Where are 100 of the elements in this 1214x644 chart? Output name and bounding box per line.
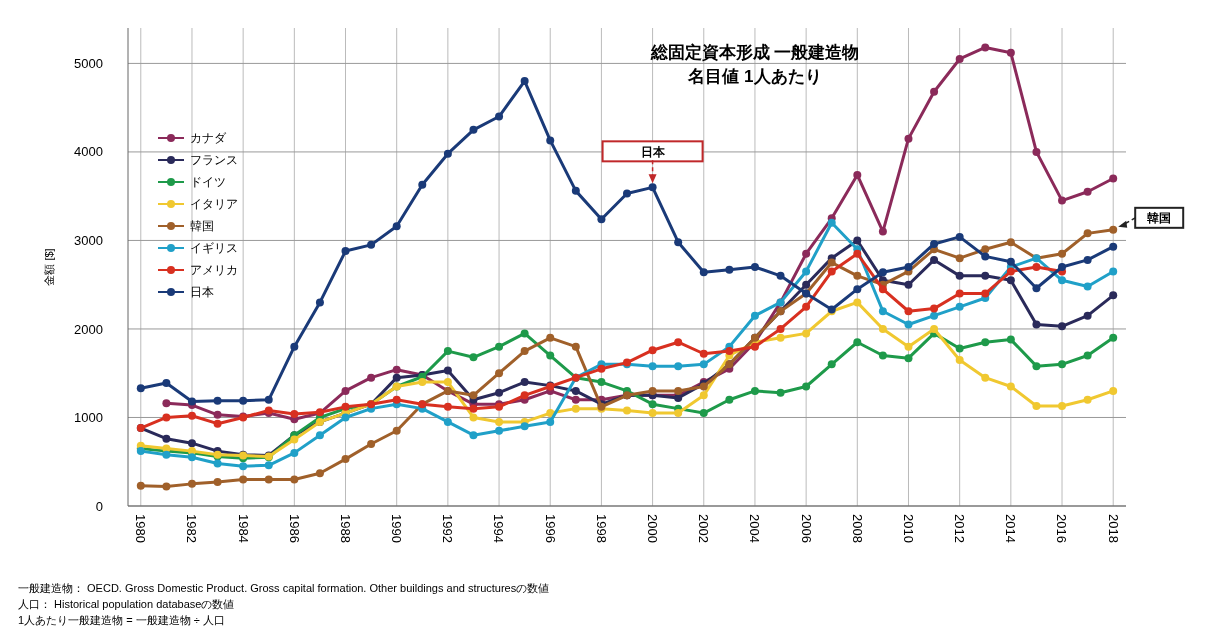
legend-label: ドイツ xyxy=(190,175,226,190)
point xyxy=(1109,333,1118,342)
y-tick-label: 0 xyxy=(95,498,103,514)
point xyxy=(853,236,862,245)
point xyxy=(725,347,734,356)
point xyxy=(699,268,708,277)
x-tick-label: 2006 xyxy=(798,514,814,543)
point xyxy=(802,382,811,391)
point xyxy=(674,238,683,247)
legend-label: イタリア xyxy=(190,197,238,212)
point xyxy=(341,386,350,395)
x-tick-label: 2008 xyxy=(849,514,865,543)
point xyxy=(520,329,529,338)
point xyxy=(1083,351,1092,360)
point xyxy=(1006,257,1015,266)
point xyxy=(648,386,657,395)
point xyxy=(315,298,324,307)
point xyxy=(674,409,683,418)
point xyxy=(546,351,555,360)
point xyxy=(1083,187,1092,196)
point xyxy=(520,77,529,86)
point xyxy=(1109,242,1118,251)
point xyxy=(802,329,811,338)
point xyxy=(750,342,759,351)
point xyxy=(443,366,452,375)
point xyxy=(878,307,887,316)
point xyxy=(1058,263,1067,271)
x-tick-label: 2016 xyxy=(1054,514,1070,543)
point xyxy=(290,409,299,418)
x-tick-label: 1982 xyxy=(184,514,200,543)
text: 名目値 1人あたり xyxy=(687,67,822,86)
point xyxy=(290,475,299,484)
point xyxy=(162,434,171,443)
point xyxy=(341,455,350,464)
point xyxy=(1083,255,1092,264)
point xyxy=(520,347,529,356)
point xyxy=(187,397,196,406)
point xyxy=(162,399,171,408)
text: 1人あたり一般建造物 = 一般建造物 ÷ 人口 xyxy=(18,614,225,626)
x-tick-label: 1994 xyxy=(491,514,507,543)
x-tick-label: 1980 xyxy=(133,514,149,543)
point xyxy=(853,338,862,347)
point xyxy=(239,462,248,471)
point xyxy=(776,324,785,333)
point xyxy=(623,406,631,415)
point xyxy=(1058,360,1067,369)
point xyxy=(546,409,555,418)
point xyxy=(674,362,683,371)
point xyxy=(136,481,145,490)
x-tick-label: 1988 xyxy=(337,514,353,543)
point xyxy=(1083,395,1092,404)
point xyxy=(290,435,299,444)
point xyxy=(1032,320,1041,329)
point xyxy=(699,409,708,418)
point xyxy=(469,125,478,134)
point xyxy=(136,384,145,393)
point xyxy=(520,422,529,431)
annotation: 韓国 xyxy=(1147,211,1172,226)
point xyxy=(955,289,964,298)
legend-label: カナダ xyxy=(190,131,227,146)
text: 総固定資本形成 一般建造物 xyxy=(649,43,860,62)
x-tick-label: 1984 xyxy=(235,514,251,543)
point xyxy=(827,267,836,276)
point xyxy=(981,245,990,254)
y-tick-label: 3000 xyxy=(74,232,103,248)
point xyxy=(187,439,196,448)
point xyxy=(776,388,785,397)
point xyxy=(674,386,683,395)
point xyxy=(904,263,913,271)
point xyxy=(469,353,478,362)
point xyxy=(1083,311,1092,320)
point xyxy=(597,215,606,224)
point xyxy=(725,395,734,404)
point xyxy=(571,395,580,404)
point xyxy=(469,391,478,400)
annotation: 日本 xyxy=(640,144,666,159)
point xyxy=(750,386,759,395)
point xyxy=(981,289,990,298)
x-tick-label: 2002 xyxy=(696,514,712,543)
point xyxy=(392,222,401,231)
point xyxy=(571,342,580,351)
point xyxy=(648,409,657,418)
point xyxy=(802,302,811,311)
point xyxy=(955,355,964,364)
point xyxy=(904,134,913,143)
point xyxy=(213,419,222,428)
point xyxy=(162,378,171,387)
y-tick-label: 4000 xyxy=(74,144,103,160)
point xyxy=(1032,362,1041,371)
x-tick-label: 2004 xyxy=(747,514,763,543)
point xyxy=(930,311,939,320)
point xyxy=(1032,147,1041,156)
point xyxy=(930,324,939,333)
point xyxy=(546,333,555,342)
point xyxy=(443,402,452,411)
point xyxy=(418,378,427,387)
point xyxy=(1032,263,1041,271)
x-tick-label: 2010 xyxy=(900,514,916,543)
y-tick-label: 5000 xyxy=(74,55,103,71)
x-tick-label: 1998 xyxy=(593,514,609,543)
